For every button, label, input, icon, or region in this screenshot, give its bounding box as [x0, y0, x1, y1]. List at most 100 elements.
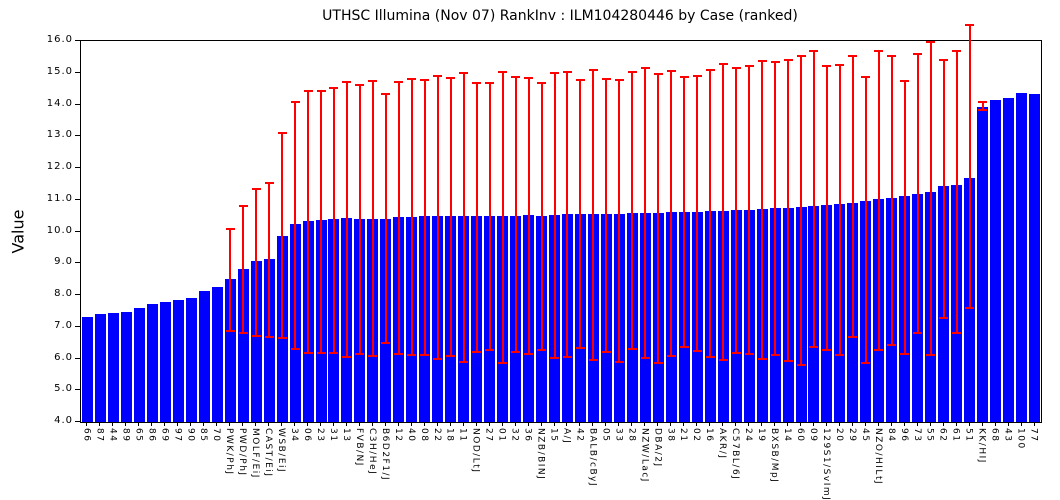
x-tick-mark — [903, 422, 905, 426]
error-bar-cap-bottom — [822, 348, 832, 351]
error-bar — [268, 181, 271, 338]
error-bar — [423, 79, 426, 356]
y-tick-mark — [75, 40, 80, 41]
x-tick-mark — [1033, 422, 1035, 426]
x-tick-label: 14 — [782, 428, 793, 443]
error-bar-cap-bottom — [913, 331, 923, 334]
x-tick-label: 85 — [198, 428, 209, 443]
error-bar-cap-top — [290, 101, 300, 103]
error-bar — [242, 205, 245, 335]
x-tick-label: 18 — [444, 428, 455, 443]
error-bar-cap-top — [692, 74, 702, 77]
x-tick-mark — [397, 422, 399, 426]
error-bar — [397, 81, 400, 355]
x-tick-label: 38 — [665, 428, 676, 443]
y-tick-label: 11.0 — [46, 192, 73, 204]
error-bar-cap-bottom — [601, 350, 611, 353]
error-bar-cap-top — [926, 41, 936, 43]
error-bar-cap-bottom — [562, 356, 572, 359]
bar — [120, 312, 132, 422]
x-tick-label: 27 — [483, 428, 494, 443]
x-tick-label: 61 — [950, 428, 961, 443]
error-bar-cap-bottom — [588, 359, 598, 362]
x-tick-label: 11 — [457, 428, 468, 443]
x-tick-label: 73 — [911, 428, 922, 443]
x-tick-mark — [696, 422, 698, 426]
x-tick-label: C57BL/6J — [730, 428, 741, 481]
x-tick-mark — [631, 422, 633, 426]
error-bar-cap-bottom — [861, 361, 871, 364]
error-bar-cap-top — [640, 67, 650, 70]
error-bar-cap-bottom — [978, 108, 988, 111]
x-tick-mark — [825, 422, 827, 426]
x-tick-mark — [190, 422, 192, 426]
y-tick-mark — [75, 262, 80, 264]
y-tick-mark — [75, 167, 80, 168]
x-tick-mark — [488, 422, 490, 426]
error-bar-cap-bottom — [653, 362, 663, 365]
error-bar-cap-bottom — [498, 361, 508, 364]
error-bar — [683, 75, 686, 348]
error-bar-cap-top — [822, 65, 832, 68]
error-bar-cap-bottom — [407, 353, 417, 356]
bar — [250, 261, 262, 422]
x-tick-label: 43 — [1002, 428, 1013, 443]
error-bar-cap-top — [225, 227, 235, 230]
y-tick-label: 12.0 — [46, 161, 73, 172]
bar — [1003, 98, 1015, 422]
x-tick-label: 44 — [107, 428, 118, 443]
x-tick-label: WSB/EiJ — [276, 428, 287, 474]
error-bar — [345, 81, 348, 359]
x-tick-label: PWK/PhJ — [224, 428, 235, 476]
error-bar-cap-bottom — [381, 341, 391, 344]
error-bar-cap-bottom — [355, 353, 365, 355]
bar — [146, 304, 158, 422]
x-tick-mark — [99, 422, 101, 426]
error-bar-cap-top — [264, 181, 274, 184]
x-tick-label: 97 — [172, 428, 183, 443]
error-bar-cap-top — [524, 76, 534, 79]
y-tick-mark — [75, 325, 80, 327]
x-tick-mark — [384, 422, 386, 426]
x-tick-mark — [320, 422, 321, 426]
x-tick-mark — [890, 422, 892, 426]
error-bar-cap-bottom — [939, 316, 949, 319]
error-bar-cap-bottom — [368, 354, 378, 357]
error-bar — [307, 89, 310, 354]
y-tick-mark — [75, 135, 80, 137]
x-tick-label: 55 — [924, 428, 935, 443]
x-tick-label: 24 — [743, 428, 754, 443]
error-bar-cap-bottom — [952, 331, 962, 334]
y-tick-mark — [75, 103, 80, 105]
x-tick-mark — [410, 422, 412, 426]
x-tick-label: 02 — [691, 428, 702, 443]
bar — [198, 290, 210, 422]
x-tick-mark — [242, 422, 244, 426]
x-tick-label: NZO/HILtJ — [872, 428, 883, 486]
error-bar-cap-top — [575, 79, 585, 82]
x-tick-label: 05 — [600, 428, 611, 443]
error-bar-cap-bottom — [277, 337, 287, 340]
x-tick-label: 23 — [315, 428, 325, 443]
error-bar-cap-top — [446, 76, 456, 79]
error-bar-cap-bottom — [835, 353, 845, 356]
y-tick-mark — [75, 294, 80, 295]
x-tick-label: 77 — [1028, 428, 1039, 443]
x-tick-mark — [1020, 422, 1022, 426]
x-tick-label: 70 — [211, 428, 222, 443]
error-bar-cap-top — [498, 70, 508, 73]
error-bar — [787, 59, 790, 362]
error-bar — [462, 72, 465, 364]
error-bar — [735, 67, 738, 355]
error-bar-cap-top — [861, 75, 871, 78]
x-tick-mark — [436, 422, 438, 426]
x-tick-label: 34 — [289, 428, 300, 443]
bar — [185, 298, 197, 422]
error-bar-cap-bottom — [887, 344, 897, 347]
error-bar-cap-bottom — [666, 354, 676, 357]
y-tick-label: 16.0 — [46, 34, 73, 45]
x-tick-mark — [644, 422, 646, 426]
x-tick-mark — [812, 422, 814, 426]
x-tick-mark — [449, 422, 451, 426]
error-bar-cap-top — [277, 132, 287, 135]
